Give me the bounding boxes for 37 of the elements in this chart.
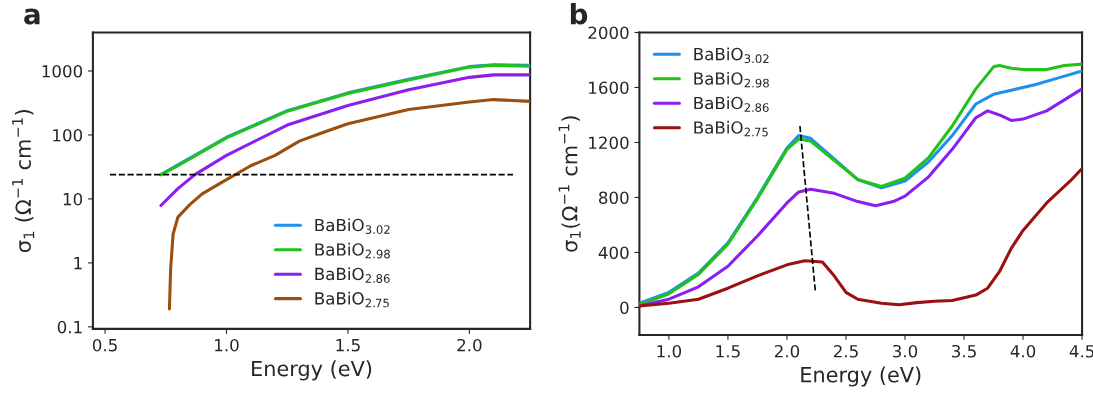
y-tick-label: 0.1: [57, 320, 82, 334]
y-tick-label: 2000: [588, 26, 629, 40]
legend-label: BaBiO$_{2.98}$: [315, 242, 390, 259]
legend-label: BaBiO$_{2.98}$: [694, 71, 769, 88]
legend-label: BaBiO$_{3.02}$: [315, 218, 390, 234]
chart-title: a: [24, 8, 40, 25]
legend-label: BaBiO$_{2.75}$: [694, 120, 768, 137]
y-tick-label: 100: [53, 128, 83, 142]
legend-label: BaBiO$_{3.02}$: [694, 47, 769, 64]
y-axis-title: σ$_{1}$ (Ω$^{−1}$ cm$^{−1}$): [12, 110, 35, 253]
y-tick-label: 1600: [589, 81, 629, 95]
y-tick-label: 800: [599, 191, 629, 205]
x-tick-label: 3.5: [952, 344, 976, 358]
y-tick-label: 10: [63, 192, 83, 206]
x-tick-label: 4.0: [1010, 344, 1036, 358]
y-axis-title: σ$_{1}$(Ω$^{−1}$ cm$^{−1}$): [558, 116, 581, 252]
x-tick-label: 1.5: [716, 345, 740, 358]
y-tick-label: 0: [620, 301, 629, 315]
x-tick-label: 2.5: [833, 344, 858, 358]
x-tick-label: 2.0: [457, 338, 482, 352]
x-tick-label: 2.0: [774, 344, 800, 358]
x-axis-title: Energy (eV): [252, 360, 372, 381]
x-tick-label: 1.5: [336, 339, 360, 352]
x-tick-label: 1.0: [657, 344, 682, 358]
x-tick-label: 4.5: [1069, 345, 1093, 358]
legend-label: BaBiO$_{2.75}$: [315, 291, 389, 308]
y-tick-label: 400: [598, 246, 629, 260]
y-tick-label: 1200: [589, 136, 629, 150]
y-tick-label: 1: [74, 257, 82, 270]
legend-label: BaBiO$_{2.86}$: [315, 267, 390, 283]
y-tick-label: 1000: [42, 64, 83, 78]
x-tick-label: 3.0: [893, 344, 918, 358]
x-axis-title: Energy (eV): [801, 366, 921, 387]
x-tick-label: 0.5: [92, 338, 117, 352]
legend-label: BaBiO$_{2.86}$: [694, 96, 769, 112]
x-tick-label: 1.0: [215, 338, 239, 352]
chart-title: b: [570, 3, 588, 25]
